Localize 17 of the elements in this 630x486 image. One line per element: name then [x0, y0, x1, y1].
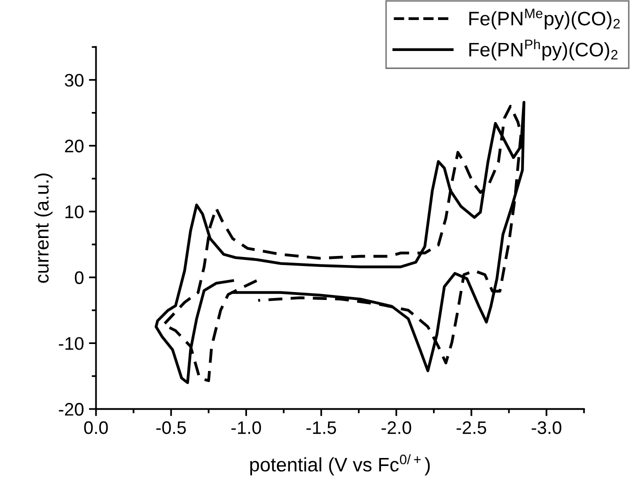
x-tick-label: -2.0: [382, 421, 412, 434]
y-tick-label: 10: [65, 205, 84, 218]
x-axis-title: potential (V vs Fc$^{0/+}$): [250, 454, 430, 476]
y-tick-label: -10: [58, 337, 84, 350]
x-tick-label: 0.0: [84, 421, 108, 434]
x-tick-label: -2.5: [456, 421, 486, 434]
y-tick-label: 20: [65, 140, 84, 152]
y-tick-label: -20: [58, 402, 84, 416]
x-tick-label: -3.0: [532, 421, 562, 434]
legend-label: Fe(PN$^{Me}$py)(CO)$_{2}$: [469, 8, 620, 30]
y-tick-label: 30: [64, 74, 84, 87]
x-tick-label: -0.5: [156, 421, 186, 434]
y-tick-label: 0: [74, 271, 84, 284]
y-axis-title: current (a.u.): [34, 174, 53, 283]
x-tick-label: -1.0: [231, 421, 262, 434]
x-tick-label: -1.5: [306, 421, 336, 434]
legend-label: Fe(PN$^{Ph}$py)(CO)$_{2}$: [469, 39, 618, 60]
